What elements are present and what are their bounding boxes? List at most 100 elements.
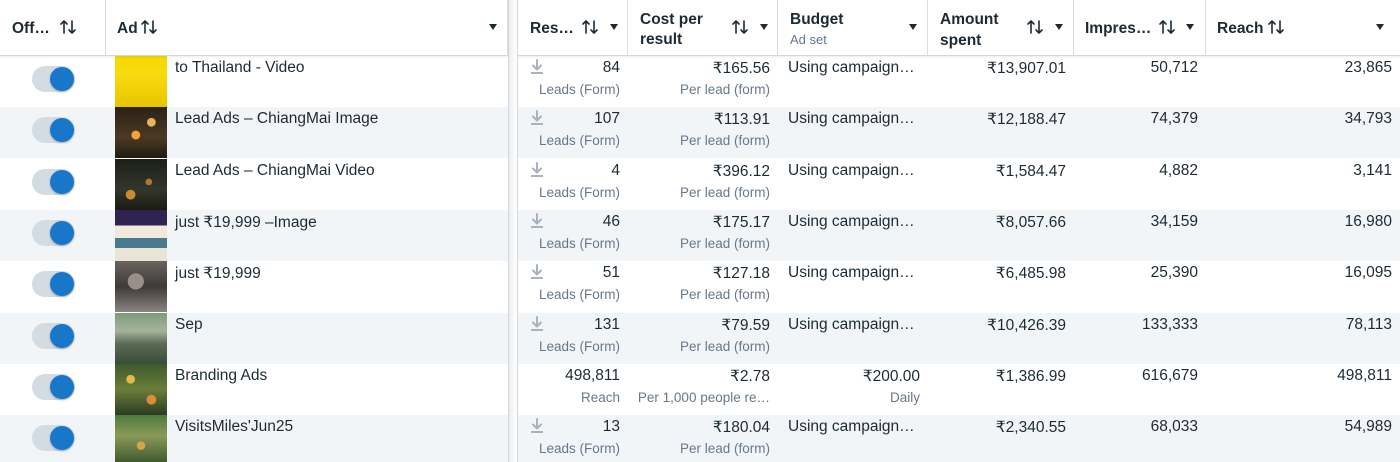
frozen-column-divider[interactable] bbox=[508, 0, 518, 462]
sort-icon[interactable] bbox=[1026, 18, 1044, 36]
amount-spent-cell: ₹1,386.99 bbox=[928, 364, 1074, 415]
sort-icon[interactable] bbox=[140, 18, 158, 36]
table-row[interactable]: Sep 131 Leads (Form) ₹79.59 Per lead (fo… bbox=[0, 312, 1400, 364]
toggle-cell bbox=[0, 210, 106, 261]
results-value: 4 bbox=[611, 161, 620, 179]
cost-type: Per lead (form) bbox=[679, 133, 770, 149]
ad-name[interactable]: Branding Ads bbox=[175, 366, 268, 384]
budget-value[interactable]: Using campaign… bbox=[788, 59, 915, 76]
impressions-cell: 50,712 bbox=[1074, 56, 1206, 107]
budget-value[interactable]: Using campaign… bbox=[788, 161, 915, 179]
results-value: 13 bbox=[602, 418, 620, 436]
ad-name[interactable]: to Thailand - Video bbox=[175, 59, 305, 76]
header-label-ad: Ad bbox=[117, 20, 138, 37]
sort-icon[interactable] bbox=[1267, 18, 1285, 36]
ad-on-off-toggle[interactable] bbox=[32, 168, 75, 195]
results-type: Leads (Form) bbox=[538, 133, 620, 149]
ad-on-off-toggle[interactable] bbox=[32, 219, 75, 246]
budget-value[interactable]: Using campaign… bbox=[788, 418, 915, 436]
ad-name[interactable]: VisitsMiles'Jun25 bbox=[175, 418, 294, 436]
header-label-results: Res… bbox=[530, 20, 574, 37]
ad-thumbnail[interactable] bbox=[115, 209, 167, 261]
budget-cell: Using campaign… bbox=[778, 107, 928, 158]
table-header: Off… Ad Res… Cost per result Budget Ad s… bbox=[0, 0, 1400, 56]
amount-spent-value: ₹1,386.99 bbox=[995, 367, 1066, 385]
ad-thumbnail[interactable] bbox=[115, 56, 167, 107]
ad-name[interactable]: Lead Ads – ChiangMai Video bbox=[175, 161, 375, 179]
ad-thumbnail[interactable] bbox=[115, 312, 167, 364]
ad-on-off-toggle[interactable] bbox=[32, 117, 75, 144]
table-row[interactable]: VisitsMiles'Jun25 13 Leads (Form) ₹180.0… bbox=[0, 415, 1400, 462]
amount-spent-cell: ₹12,188.47 bbox=[928, 107, 1074, 158]
sort-icon[interactable] bbox=[1158, 18, 1176, 36]
header-label-spent-2: spent bbox=[940, 32, 982, 49]
sort-icon[interactable] bbox=[731, 18, 749, 36]
download-icon[interactable] bbox=[530, 315, 544, 332]
ad-thumbnail[interactable] bbox=[115, 415, 167, 462]
cost-value: ₹79.59 bbox=[721, 316, 770, 334]
chevron-down-icon[interactable] bbox=[909, 24, 917, 30]
ad-cell: Branding Ads bbox=[106, 363, 508, 415]
budget-value[interactable]: Using campaign… bbox=[788, 264, 915, 282]
ad-name[interactable]: Sep bbox=[175, 315, 203, 333]
table-row[interactable]: just ₹19,999 –Image 46 Leads (Form) ₹175… bbox=[0, 209, 1400, 261]
table-row[interactable]: Lead Ads – ChiangMai Image 107 Leads (Fo… bbox=[0, 107, 1400, 159]
header-ad[interactable]: Ad bbox=[106, 0, 508, 56]
header-impressions[interactable]: Impres… bbox=[1074, 0, 1206, 56]
download-icon[interactable] bbox=[530, 212, 544, 229]
ad-thumbnail[interactable] bbox=[115, 158, 167, 210]
download-icon[interactable] bbox=[530, 59, 544, 75]
cost-cell: ₹127.18 Per lead (form) bbox=[628, 261, 778, 312]
ad-on-off-toggle[interactable] bbox=[32, 322, 75, 349]
results-value: 131 bbox=[594, 315, 620, 333]
chevron-down-icon[interactable] bbox=[760, 24, 768, 30]
reach-cell: 16,095 bbox=[1206, 261, 1400, 312]
results-type: Leads (Form) bbox=[538, 338, 620, 354]
ad-name[interactable]: just ₹19,999 –Image bbox=[175, 213, 317, 231]
results-cell: 498,811 Reach bbox=[518, 364, 628, 415]
ad-on-off-toggle[interactable] bbox=[32, 271, 75, 298]
budget-value[interactable]: Using campaign… bbox=[788, 110, 915, 128]
sort-icon[interactable] bbox=[581, 18, 599, 36]
ad-on-off-toggle[interactable] bbox=[32, 425, 75, 452]
ad-thumbnail[interactable] bbox=[115, 261, 167, 313]
results-value: 51 bbox=[602, 264, 620, 282]
header-results[interactable]: Res… bbox=[518, 0, 628, 56]
download-icon[interactable] bbox=[530, 418, 544, 434]
ad-on-off-toggle[interactable] bbox=[32, 373, 75, 400]
chevron-down-icon[interactable] bbox=[610, 24, 618, 30]
results-type: Leads (Form) bbox=[538, 441, 620, 457]
ad-thumbnail[interactable] bbox=[115, 107, 167, 159]
table-row[interactable]: to Thailand - Video 84 Leads (Form) ₹165… bbox=[0, 56, 1400, 107]
download-icon[interactable] bbox=[530, 264, 544, 280]
chevron-down-icon[interactable] bbox=[1055, 24, 1063, 30]
sort-icon[interactable] bbox=[59, 18, 77, 36]
ad-on-off-toggle[interactable] bbox=[32, 66, 75, 92]
budget-value[interactable]: ₹200.00 bbox=[862, 367, 920, 385]
download-icon[interactable] bbox=[530, 161, 544, 178]
ad-name[interactable]: Lead Ads – ChiangMai Image bbox=[175, 110, 379, 128]
header-amount-spent[interactable]: Amount spent bbox=[928, 0, 1074, 56]
cost-value: ₹165.56 bbox=[712, 60, 770, 77]
budget-value[interactable]: Using campaign… bbox=[788, 212, 915, 230]
ad-name[interactable]: just ₹19,999 bbox=[175, 265, 261, 283]
reach-cell: 16,980 bbox=[1206, 210, 1400, 261]
chevron-down-icon[interactable] bbox=[1376, 24, 1384, 30]
impressions-value: 25,390 bbox=[1150, 264, 1198, 282]
header-off-on[interactable]: Off… bbox=[0, 0, 106, 56]
download-icon[interactable] bbox=[530, 110, 544, 126]
table-row[interactable]: Branding Ads 498,811 Reach ₹2.78 Per 1,0… bbox=[0, 363, 1400, 415]
toggle-knob bbox=[50, 67, 74, 91]
table-row[interactable]: just ₹19,999 51 Leads (Form) ₹127.18 Per… bbox=[0, 261, 1400, 313]
chevron-down-icon[interactable] bbox=[489, 24, 497, 30]
header-budget[interactable]: Budget Ad set bbox=[778, 0, 928, 56]
table-row[interactable]: Lead Ads – ChiangMai Video 4 Leads (Form… bbox=[0, 158, 1400, 210]
reach-value: 23,865 bbox=[1344, 59, 1392, 76]
budget-value[interactable]: Using campaign… bbox=[788, 315, 915, 333]
header-cost-per-result[interactable]: Cost per result bbox=[628, 0, 778, 56]
header-reach[interactable]: Reach bbox=[1206, 0, 1400, 56]
cost-value: ₹113.91 bbox=[713, 111, 770, 129]
chevron-down-icon[interactable] bbox=[1186, 24, 1194, 30]
ad-cell: just ₹19,999 –Image bbox=[106, 209, 508, 261]
ad-thumbnail[interactable] bbox=[115, 363, 167, 415]
